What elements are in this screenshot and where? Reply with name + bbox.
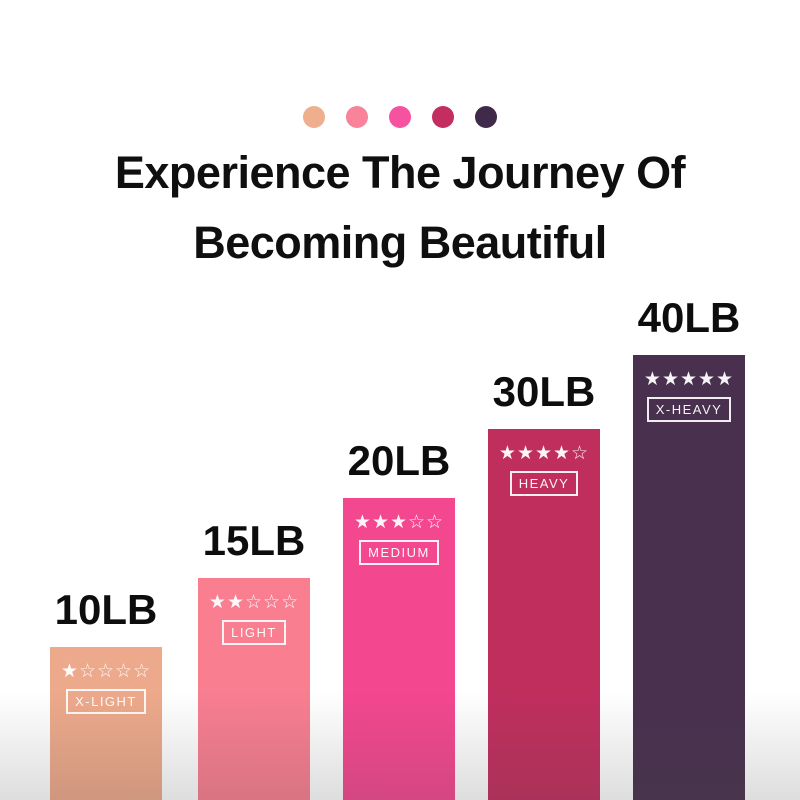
palette-dots bbox=[0, 106, 800, 128]
bar-20lb: ★★★☆☆ MEDIUM bbox=[343, 498, 455, 800]
star-rating-icons-10lb: ★☆☆☆☆ bbox=[60, 660, 152, 682]
page-title: Experience The Journey Of Becoming Beaut… bbox=[0, 138, 800, 278]
level-badge-15lb: LIGHT bbox=[222, 620, 286, 645]
star-rating-icons-40lb: ★★★★★ bbox=[643, 368, 735, 390]
palette-dot-1 bbox=[303, 106, 325, 128]
level-badge-40lb: X-HEAVY bbox=[646, 397, 732, 422]
palette-dot-4 bbox=[432, 106, 454, 128]
bar-15lb: ★★☆☆☆ LIGHT bbox=[198, 578, 310, 800]
palette-dot-3 bbox=[389, 106, 411, 128]
bar-weight-label-10lb: 10LB bbox=[54, 586, 158, 633]
star-rating-icons-15lb: ★★☆☆☆ bbox=[208, 591, 300, 613]
page-title-line1: Experience The Journey Of bbox=[114, 147, 686, 198]
bar-10lb: ★☆☆☆☆ X-LIGHT bbox=[50, 647, 162, 800]
bar-weight-label-20lb: 20LB bbox=[347, 437, 451, 484]
bar-30lb: ★★★★☆ HEAVY bbox=[488, 429, 600, 800]
bar-weight-label-15lb: 15LB bbox=[202, 517, 306, 564]
star-rating-icons-20lb: ★★★☆☆ bbox=[353, 511, 445, 533]
palette-dot-5 bbox=[475, 106, 497, 128]
palette-dot-2 bbox=[346, 106, 368, 128]
bar-weight-label-30lb: 30LB bbox=[492, 368, 596, 415]
level-badge-30lb: HEAVY bbox=[509, 471, 579, 496]
bar-40lb: ★★★★★ X-HEAVY bbox=[633, 355, 745, 800]
bar-weight-label-40lb: 40LB bbox=[637, 294, 741, 341]
level-badge-10lb: X-LIGHT bbox=[66, 689, 146, 714]
level-badge-20lb: MEDIUM bbox=[359, 540, 439, 565]
page-title-line2: Becoming Beautiful bbox=[193, 217, 607, 268]
star-rating-icons-30lb: ★★★★☆ bbox=[498, 442, 590, 464]
